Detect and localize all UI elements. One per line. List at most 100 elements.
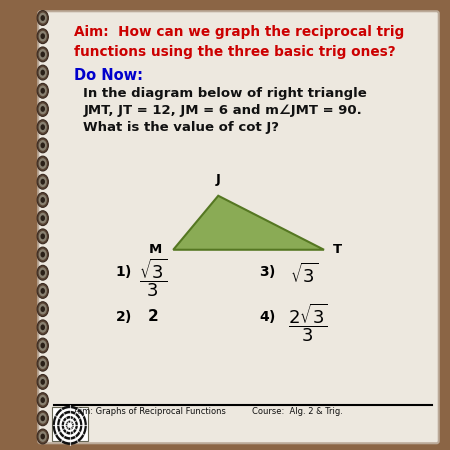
Ellipse shape xyxy=(40,415,45,421)
Text: JMT, JT = 12, JM = 6 and m∠JMT = 90.: JMT, JT = 12, JM = 6 and m∠JMT = 90. xyxy=(83,104,362,117)
Ellipse shape xyxy=(37,266,49,280)
Ellipse shape xyxy=(39,395,47,405)
Ellipse shape xyxy=(37,29,49,44)
Ellipse shape xyxy=(40,342,45,348)
Ellipse shape xyxy=(68,423,72,428)
Polygon shape xyxy=(173,196,324,250)
Ellipse shape xyxy=(37,302,49,316)
Ellipse shape xyxy=(39,213,47,224)
Ellipse shape xyxy=(39,67,47,78)
Ellipse shape xyxy=(37,10,49,25)
Ellipse shape xyxy=(39,194,47,205)
Text: J: J xyxy=(216,173,220,186)
Ellipse shape xyxy=(39,249,47,260)
Ellipse shape xyxy=(37,229,49,244)
Ellipse shape xyxy=(37,138,49,153)
FancyBboxPatch shape xyxy=(38,11,439,443)
Text: $\mathbf{1)}$: $\mathbf{1)}$ xyxy=(115,263,131,280)
Ellipse shape xyxy=(39,340,47,351)
Ellipse shape xyxy=(62,416,78,435)
Ellipse shape xyxy=(40,179,45,184)
Ellipse shape xyxy=(37,83,49,98)
Ellipse shape xyxy=(40,361,45,367)
Ellipse shape xyxy=(37,193,49,207)
Ellipse shape xyxy=(37,211,49,225)
Ellipse shape xyxy=(40,234,45,239)
Text: Aim:  How can we graph the reciprocal trig: Aim: How can we graph the reciprocal tri… xyxy=(74,25,405,39)
Ellipse shape xyxy=(37,120,49,135)
Text: $\sqrt{3}$: $\sqrt{3}$ xyxy=(290,263,319,288)
Ellipse shape xyxy=(37,156,49,171)
Text: In the diagram below of right triangle: In the diagram below of right triangle xyxy=(83,87,367,100)
Ellipse shape xyxy=(39,158,47,169)
Ellipse shape xyxy=(37,356,49,371)
Text: $\dfrac{\sqrt{3}}{3}$: $\dfrac{\sqrt{3}}{3}$ xyxy=(139,256,167,299)
Text: $\mathbf{2)}$: $\mathbf{2)}$ xyxy=(115,308,131,325)
Ellipse shape xyxy=(39,104,47,114)
Text: $\dfrac{2\sqrt{3}}{3}$: $\dfrac{2\sqrt{3}}{3}$ xyxy=(288,302,328,344)
Ellipse shape xyxy=(37,374,49,389)
Ellipse shape xyxy=(66,421,74,430)
Ellipse shape xyxy=(39,413,47,424)
Ellipse shape xyxy=(40,143,45,148)
Ellipse shape xyxy=(39,122,47,133)
Ellipse shape xyxy=(37,320,49,335)
Ellipse shape xyxy=(40,397,45,403)
Ellipse shape xyxy=(53,405,87,445)
Ellipse shape xyxy=(39,86,47,96)
Ellipse shape xyxy=(40,215,45,221)
Ellipse shape xyxy=(37,47,49,62)
Ellipse shape xyxy=(37,429,49,444)
Ellipse shape xyxy=(39,176,47,187)
Ellipse shape xyxy=(40,324,45,330)
Ellipse shape xyxy=(39,286,47,297)
Ellipse shape xyxy=(37,65,49,80)
Ellipse shape xyxy=(55,408,85,442)
Text: T: T xyxy=(333,243,342,256)
Ellipse shape xyxy=(64,418,76,432)
Ellipse shape xyxy=(59,414,80,437)
Ellipse shape xyxy=(57,411,82,440)
Ellipse shape xyxy=(40,197,45,203)
Ellipse shape xyxy=(40,252,45,257)
Ellipse shape xyxy=(37,247,49,262)
FancyBboxPatch shape xyxy=(52,407,88,441)
Ellipse shape xyxy=(40,288,45,294)
Ellipse shape xyxy=(39,358,47,369)
Ellipse shape xyxy=(37,411,49,426)
Ellipse shape xyxy=(40,51,45,57)
Text: What is the value of cot J?: What is the value of cot J? xyxy=(83,121,279,134)
Ellipse shape xyxy=(40,161,45,166)
Text: functions using the three basic trig ones?: functions using the three basic trig one… xyxy=(74,45,396,59)
Ellipse shape xyxy=(37,338,49,353)
Ellipse shape xyxy=(37,393,49,408)
Text: Course:  Alg. 2 & Trig.: Course: Alg. 2 & Trig. xyxy=(252,407,343,416)
Text: $\mathbf{3)}$: $\mathbf{3)}$ xyxy=(259,263,275,280)
Ellipse shape xyxy=(39,431,47,442)
Ellipse shape xyxy=(40,15,45,21)
Ellipse shape xyxy=(39,377,47,387)
Text: Aim: Graphs of Reciprocal Functions: Aim: Graphs of Reciprocal Functions xyxy=(74,407,226,416)
Ellipse shape xyxy=(40,106,45,112)
Text: Do Now:: Do Now: xyxy=(74,68,143,83)
Ellipse shape xyxy=(40,270,45,276)
Ellipse shape xyxy=(39,231,47,242)
Ellipse shape xyxy=(40,306,45,312)
Ellipse shape xyxy=(39,140,47,151)
Ellipse shape xyxy=(40,70,45,76)
Text: $\mathbf{2}$: $\mathbf{2}$ xyxy=(147,308,159,324)
Ellipse shape xyxy=(37,174,49,189)
Ellipse shape xyxy=(39,322,47,333)
Ellipse shape xyxy=(37,102,49,117)
Ellipse shape xyxy=(69,424,71,426)
Ellipse shape xyxy=(37,284,49,298)
Text: $\mathbf{4)}$: $\mathbf{4)}$ xyxy=(259,308,275,325)
Ellipse shape xyxy=(40,379,45,385)
Ellipse shape xyxy=(40,88,45,94)
Ellipse shape xyxy=(39,304,47,315)
Ellipse shape xyxy=(39,49,47,60)
Ellipse shape xyxy=(40,33,45,39)
Ellipse shape xyxy=(40,124,45,130)
Ellipse shape xyxy=(40,434,45,439)
Ellipse shape xyxy=(39,267,47,278)
